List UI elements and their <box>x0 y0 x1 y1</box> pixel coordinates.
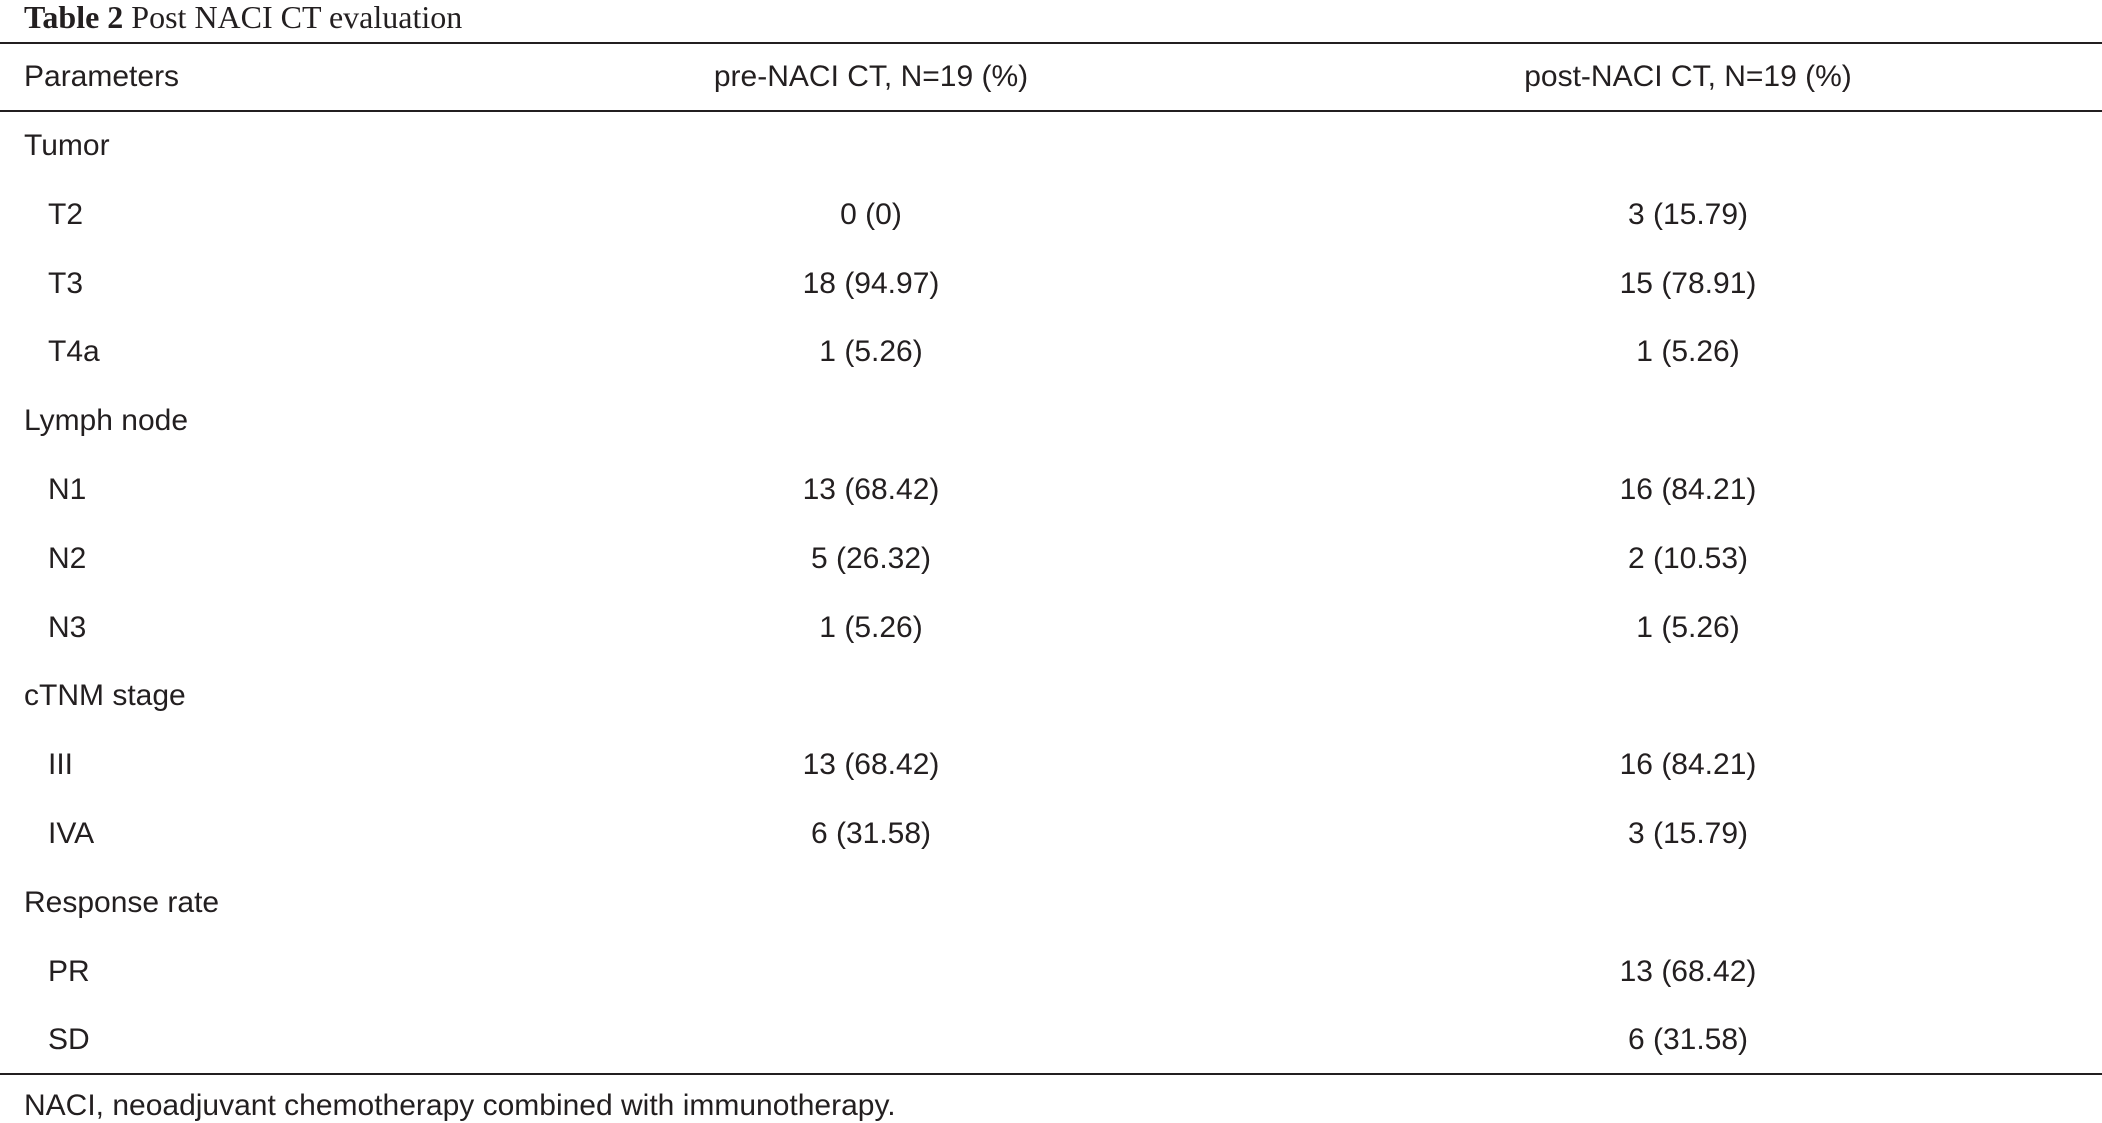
row-label: N1 <box>48 473 87 506</box>
table-caption: Post NACI CT evaluation <box>131 0 463 35</box>
pre-cell: 6 (31.58) <box>810 817 932 850</box>
post-cell: 1 (5.26) <box>1636 610 1740 644</box>
pre-cell: 13 (68.42) <box>802 473 940 506</box>
pre-cell: 18 (94.97) <box>802 266 940 300</box>
row-label: IVA <box>48 817 95 850</box>
group-label: Lymph node <box>24 404 189 438</box>
row-label: N3 <box>48 610 87 644</box>
pre-cell: 1 (5.26) <box>819 335 923 369</box>
post-cell: 3 (15.79) <box>1627 817 1749 850</box>
post-cell: 16 (84.21) <box>1619 473 1757 506</box>
header-cell: pre-NACI CT, N=19 (%) <box>713 60 1029 93</box>
post-cell: 6 (31.58) <box>1627 1023 1749 1057</box>
post-cell: 3 (15.79) <box>1627 197 1749 231</box>
row-label: PR <box>48 954 90 988</box>
post-cell: 2 (10.53) <box>1627 541 1749 575</box>
post-cell: 16 (84.21) <box>1619 748 1757 782</box>
group-label: Response rate <box>24 885 220 919</box>
row-label: III <box>48 748 74 782</box>
group-label: cTNM stage <box>24 679 186 713</box>
bottom-rule <box>0 1073 2102 1075</box>
group-label: Tumor <box>24 129 110 162</box>
pre-cell: 0 (0) <box>840 197 902 231</box>
pre-cell: 1 (5.26) <box>819 610 923 644</box>
row-label: SD <box>48 1023 90 1057</box>
footnote: NACI, neoadjuvant chemotherapy combined … <box>24 1089 896 1122</box>
header-cell: post-NACI CT, N=19 (%) <box>1524 60 1852 93</box>
top-rule <box>0 42 2102 44</box>
pre-cell: 5 (26.32) <box>810 541 932 575</box>
row-label: T2 <box>48 197 84 231</box>
table-title: Table 2 Post NACI CT evaluation <box>24 0 462 34</box>
header-cell: Parameters <box>24 60 180 93</box>
row-label: T4a <box>48 335 100 369</box>
pre-cell: 13 (68.42) <box>802 748 940 782</box>
post-cell: 1 (5.26) <box>1636 335 1740 369</box>
row-label: T3 <box>48 266 84 300</box>
table-label: Table 2 <box>24 0 124 35</box>
header-rule <box>0 110 2102 112</box>
post-cell: 15 (78.91) <box>1619 266 1757 300</box>
post-cell: 13 (68.42) <box>1619 954 1757 988</box>
row-label: N2 <box>48 541 87 575</box>
